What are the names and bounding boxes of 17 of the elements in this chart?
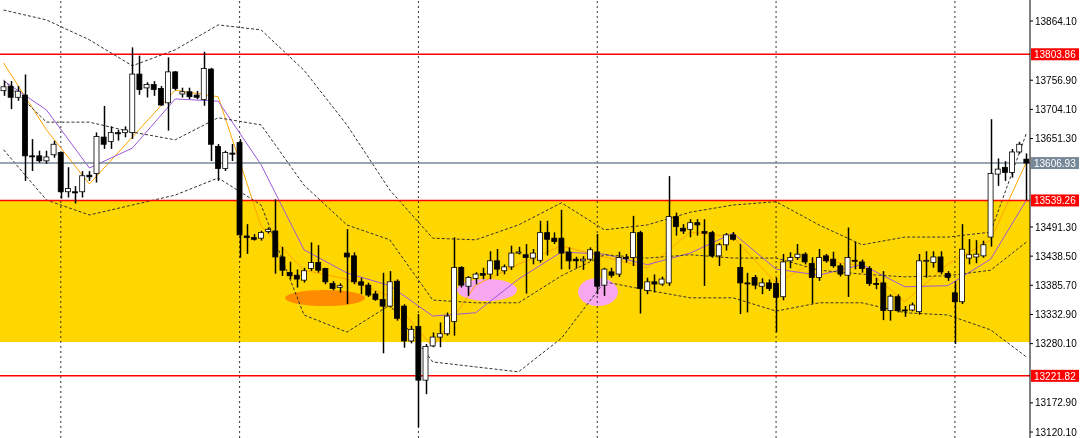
y-tick-label: 13385.70 bbox=[1035, 279, 1078, 291]
y-tick-label: 13491.30 bbox=[1035, 221, 1078, 233]
y-tick-label: 13864.10 bbox=[1035, 15, 1078, 27]
ref-line-label: 13606.93 bbox=[1034, 158, 1077, 170]
y-tick-label: 13704.10 bbox=[1035, 103, 1078, 115]
y-tick-label: 13651.30 bbox=[1035, 133, 1078, 145]
ref-line-label: 13803.86 bbox=[1034, 49, 1077, 61]
line-series bbox=[3, 149, 1027, 373]
y-tick-label: 13172.90 bbox=[1035, 397, 1078, 409]
y-tick-label: 13438.50 bbox=[1035, 250, 1078, 262]
y-tick-label: 13332.90 bbox=[1035, 309, 1078, 321]
ref-line-label: 13221.82 bbox=[1034, 370, 1077, 382]
ref-line-label: 13539.26 bbox=[1034, 195, 1077, 207]
y-tick-label: 13280.10 bbox=[1035, 338, 1078, 350]
y-tick-label: 13120.10 bbox=[1035, 426, 1078, 438]
line-series bbox=[3, 9, 1027, 246]
y-tick-label: 13756.90 bbox=[1035, 74, 1078, 86]
